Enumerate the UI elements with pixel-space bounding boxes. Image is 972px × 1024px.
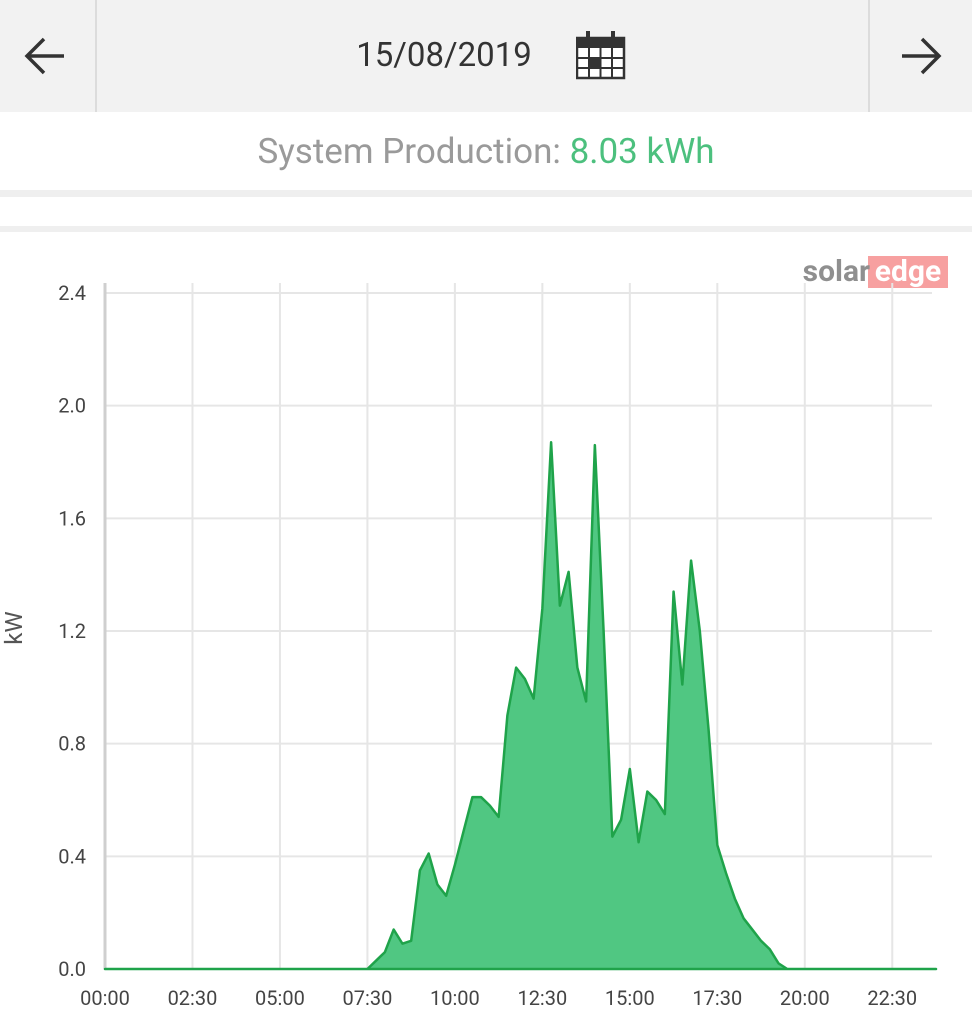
y-tick-label: 1.6 xyxy=(58,506,86,530)
y-tick-label: 0.4 xyxy=(58,844,86,868)
divider xyxy=(95,0,97,112)
logo-edge: edge xyxy=(875,254,941,289)
date-text: 15/08/2019 xyxy=(356,36,532,75)
y-tick-label: 2.0 xyxy=(58,394,86,418)
summary-value: 8.03 kWh xyxy=(569,131,715,172)
x-tick-label: 22:30 xyxy=(867,986,917,1010)
date-bar: 15/08/2019 xyxy=(0,0,972,112)
logo-solar: solar xyxy=(803,254,870,289)
x-tick-label: 05:00 xyxy=(255,986,305,1010)
x-tick-label: 15:00 xyxy=(605,986,655,1010)
separator xyxy=(0,190,972,197)
calendar-button[interactable] xyxy=(576,30,626,80)
x-tick-label: 02:30 xyxy=(168,986,218,1010)
production-summary: System Production: 8.03 kWh xyxy=(0,112,972,190)
y-tick-label: 0.0 xyxy=(58,957,86,981)
production-area xyxy=(103,441,938,971)
next-day-button[interactable] xyxy=(898,34,944,78)
y-axis-label: kW xyxy=(0,611,28,644)
y-tick-label: 0.8 xyxy=(58,732,86,756)
y-tick-label: 2.4 xyxy=(58,281,86,305)
date: 15/08/2019 xyxy=(0,36,972,75)
divider xyxy=(868,0,870,112)
y-tick-label: 1.2 xyxy=(58,619,86,643)
x-tick-label: 20:00 xyxy=(780,986,830,1010)
summary-label: System Production: xyxy=(257,131,561,172)
prev-day-button[interactable] xyxy=(22,34,68,78)
x-tick-label: 00:00 xyxy=(80,986,130,1010)
x-tick-label: 17:30 xyxy=(692,986,742,1010)
separator xyxy=(0,226,972,232)
x-tick-label: 10:00 xyxy=(430,986,480,1010)
x-tick-label: 12:30 xyxy=(517,986,567,1010)
x-tick-label: 07:30 xyxy=(343,986,393,1010)
logo-badge xyxy=(868,256,948,288)
